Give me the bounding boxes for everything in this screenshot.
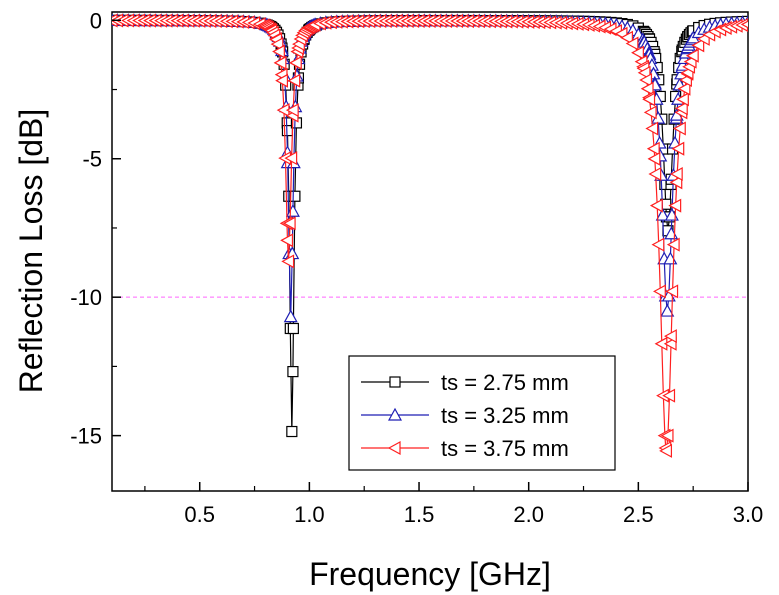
data-point-marker [282, 216, 296, 231]
data-point-marker [669, 166, 683, 181]
data-point-marker [620, 30, 633, 45]
data-point-marker [273, 55, 287, 70]
legend-label: ts = 2.75 mm [441, 370, 569, 395]
data-point-marker [270, 37, 284, 52]
data-point-marker [275, 73, 289, 88]
data-point-marker [648, 166, 662, 181]
data-point-marker [287, 365, 299, 378]
data-point-marker [287, 73, 301, 88]
series-3 [112, 13, 748, 458]
data-point-marker [685, 48, 699, 63]
data-point-marker [643, 105, 657, 120]
data-point-marker [287, 322, 299, 335]
data-point-marker [668, 198, 682, 213]
data-point-marker [284, 151, 298, 166]
data-point-marker [288, 55, 302, 70]
y-tick-label: -10 [70, 285, 102, 310]
data-point-marker [642, 92, 656, 107]
data-point-marker [672, 121, 686, 136]
data-point-marker [280, 233, 294, 248]
legend-marker [387, 407, 403, 421]
data-point-marker [691, 38, 705, 53]
data-point-marker [655, 207, 670, 221]
data-point-marker [659, 443, 673, 458]
legend-label: ts = 3.25 mm [441, 403, 569, 428]
data-point-marker [625, 36, 639, 51]
y-axis-title: Reflection Loss [dB] [13, 109, 49, 394]
data-point-marker [665, 284, 679, 299]
x-tick-label: 0.5 [184, 502, 215, 527]
x-tick-label: 1.0 [294, 502, 325, 527]
data-point-marker [646, 141, 660, 156]
data-point-marker [740, 20, 748, 29]
y-tick-label: -5 [82, 147, 102, 172]
data-point-marker [666, 237, 680, 252]
data-point-marker [653, 284, 666, 299]
y-tick-label: -15 [70, 424, 102, 449]
data-point-marker [660, 303, 675, 317]
x-tick-label: 2.5 [623, 502, 654, 527]
data-point-marker [631, 45, 644, 60]
data-point-marker [640, 81, 654, 96]
legend-label: ts = 3.75 mm [441, 436, 569, 461]
x-axis-title: Frequency [GHz] [309, 556, 551, 592]
data-point-marker [677, 81, 691, 96]
legend-marker [389, 376, 401, 388]
data-point-marker [272, 44, 285, 59]
data-point-marker [669, 175, 683, 190]
data-point-marker [639, 72, 653, 88]
data-point-marker [651, 237, 665, 252]
data-point-marker [649, 198, 663, 213]
data-point-marker [285, 103, 299, 118]
y-tick-label: 0 [90, 8, 102, 33]
data-point-marker [647, 151, 661, 166]
data-point-marker [674, 101, 688, 116]
x-tick-label: 3.0 [733, 502, 764, 527]
x-tick-label: 2.0 [513, 502, 544, 527]
data-point-marker [286, 425, 298, 438]
data-point-marker [281, 254, 295, 269]
data-point-marker [671, 141, 685, 156]
data-point-marker [660, 428, 674, 443]
plot-frame [111, 11, 749, 492]
data-point-marker [676, 92, 689, 107]
data-point-marker [662, 388, 676, 403]
legend-marker [387, 440, 401, 456]
x-tick-label: 1.5 [404, 502, 435, 527]
data-point-marker [645, 121, 659, 136]
data-point-marker [289, 190, 301, 202]
data-point-marker [663, 329, 677, 344]
data-point-marker [283, 309, 298, 323]
